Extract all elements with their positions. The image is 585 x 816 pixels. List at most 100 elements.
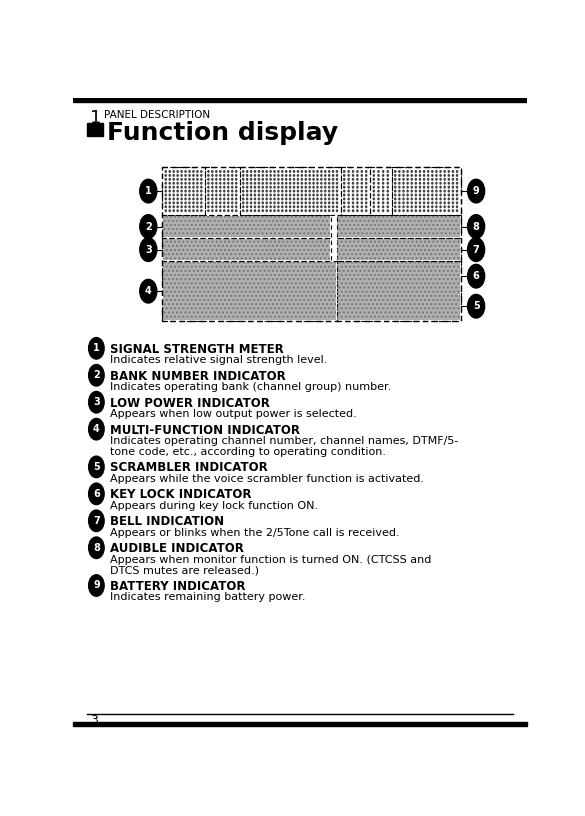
Circle shape bbox=[415, 194, 417, 196]
Circle shape bbox=[436, 202, 437, 204]
Bar bbox=[205, 167, 240, 215]
Circle shape bbox=[254, 190, 256, 192]
Circle shape bbox=[232, 202, 233, 204]
Circle shape bbox=[216, 171, 217, 172]
Circle shape bbox=[415, 206, 417, 207]
Circle shape bbox=[270, 198, 271, 200]
Circle shape bbox=[223, 183, 225, 184]
Circle shape bbox=[274, 210, 275, 211]
Circle shape bbox=[232, 206, 233, 207]
Circle shape bbox=[332, 210, 333, 211]
Circle shape bbox=[88, 392, 104, 413]
Circle shape bbox=[250, 198, 252, 200]
Circle shape bbox=[228, 198, 229, 200]
Circle shape bbox=[415, 179, 417, 180]
Circle shape bbox=[177, 194, 178, 196]
Circle shape bbox=[415, 210, 417, 211]
Circle shape bbox=[399, 206, 400, 207]
Circle shape bbox=[169, 198, 170, 200]
Circle shape bbox=[411, 202, 412, 204]
Circle shape bbox=[169, 194, 170, 196]
Circle shape bbox=[348, 186, 349, 188]
Circle shape bbox=[373, 175, 374, 176]
Circle shape bbox=[282, 210, 283, 211]
Circle shape bbox=[266, 171, 267, 172]
Circle shape bbox=[278, 183, 279, 184]
Circle shape bbox=[448, 194, 449, 196]
Text: 4: 4 bbox=[93, 424, 100, 434]
Circle shape bbox=[294, 171, 295, 172]
Circle shape bbox=[208, 171, 209, 172]
Circle shape bbox=[387, 206, 388, 207]
Circle shape bbox=[348, 210, 349, 211]
Circle shape bbox=[165, 198, 166, 200]
Circle shape bbox=[165, 206, 166, 207]
Circle shape bbox=[395, 206, 396, 207]
Circle shape bbox=[357, 194, 358, 196]
Circle shape bbox=[436, 210, 437, 211]
Circle shape bbox=[407, 175, 408, 176]
Circle shape bbox=[274, 190, 275, 192]
Circle shape bbox=[185, 175, 186, 176]
Circle shape bbox=[357, 186, 358, 188]
Circle shape bbox=[467, 237, 484, 261]
Circle shape bbox=[290, 186, 291, 188]
Circle shape bbox=[387, 210, 388, 211]
Bar bbox=[73, 722, 526, 726]
Circle shape bbox=[395, 198, 396, 200]
Circle shape bbox=[366, 171, 367, 172]
Circle shape bbox=[189, 202, 190, 204]
Circle shape bbox=[278, 179, 279, 180]
Circle shape bbox=[419, 202, 421, 204]
Circle shape bbox=[169, 183, 170, 184]
Circle shape bbox=[428, 190, 429, 192]
Circle shape bbox=[270, 186, 271, 188]
Circle shape bbox=[399, 210, 400, 211]
Circle shape bbox=[193, 194, 194, 196]
Circle shape bbox=[378, 186, 379, 188]
Circle shape bbox=[432, 179, 433, 180]
Circle shape bbox=[343, 198, 345, 200]
Circle shape bbox=[278, 175, 279, 176]
Circle shape bbox=[452, 171, 453, 172]
Circle shape bbox=[332, 183, 333, 184]
Circle shape bbox=[395, 210, 396, 211]
Circle shape bbox=[236, 179, 237, 180]
Circle shape bbox=[285, 190, 287, 192]
Circle shape bbox=[88, 537, 104, 558]
Circle shape bbox=[201, 190, 202, 192]
Circle shape bbox=[317, 179, 318, 180]
Circle shape bbox=[236, 183, 237, 184]
Text: Indicates operating bank (channel group) number.: Indicates operating bank (channel group)… bbox=[111, 382, 391, 392]
Circle shape bbox=[387, 179, 388, 180]
Circle shape bbox=[357, 206, 358, 207]
Text: Appears when monitor function is turned ON. (CTCSS and: Appears when monitor function is turned … bbox=[111, 555, 432, 565]
Circle shape bbox=[301, 202, 302, 204]
Circle shape bbox=[185, 171, 186, 172]
Circle shape bbox=[313, 198, 314, 200]
Circle shape bbox=[290, 194, 291, 196]
Circle shape bbox=[250, 194, 252, 196]
Circle shape bbox=[290, 210, 291, 211]
Circle shape bbox=[444, 198, 445, 200]
Circle shape bbox=[456, 210, 457, 211]
Circle shape bbox=[424, 183, 425, 184]
Circle shape bbox=[274, 171, 275, 172]
Text: 3: 3 bbox=[90, 713, 98, 726]
Circle shape bbox=[197, 198, 198, 200]
Circle shape bbox=[177, 179, 178, 180]
Circle shape bbox=[88, 338, 104, 359]
Circle shape bbox=[290, 206, 291, 207]
Circle shape bbox=[309, 190, 310, 192]
Circle shape bbox=[309, 198, 310, 200]
Circle shape bbox=[313, 206, 314, 207]
Circle shape bbox=[216, 179, 217, 180]
Circle shape bbox=[220, 194, 221, 196]
Circle shape bbox=[301, 179, 302, 180]
Bar bbox=[370, 167, 391, 215]
Circle shape bbox=[343, 194, 345, 196]
Circle shape bbox=[444, 186, 445, 188]
Circle shape bbox=[88, 365, 104, 386]
Circle shape bbox=[403, 206, 404, 207]
Circle shape bbox=[432, 190, 433, 192]
